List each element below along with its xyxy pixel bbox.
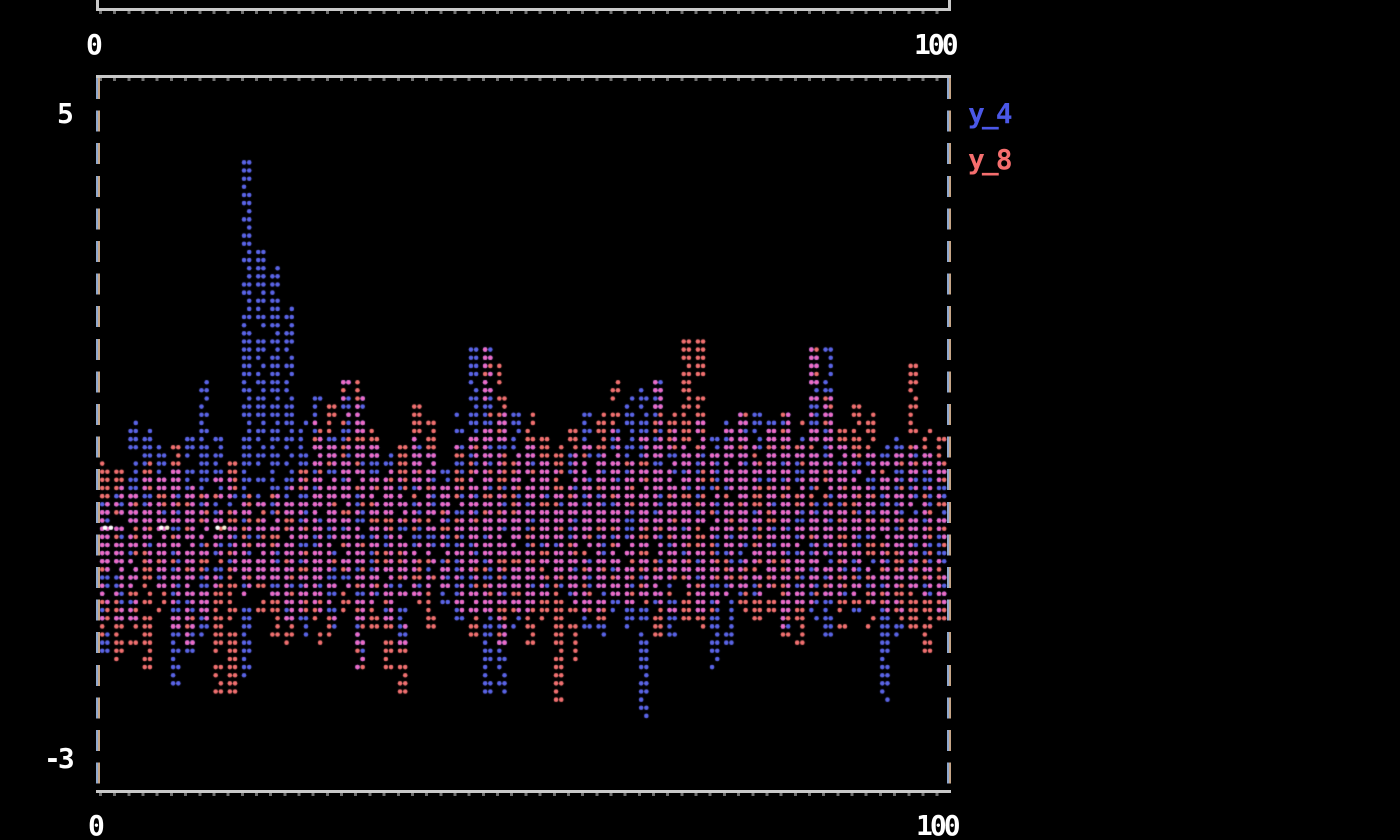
main-plot-box: 5 -3 0 100 y_4 y_8 <box>44 75 1013 840</box>
prev-plot-bottom-border <box>96 8 951 11</box>
plot-right-border-dash2 <box>949 78 951 790</box>
plot-top-border <box>96 75 951 78</box>
legend: y_4 y_8 <box>968 97 1013 192</box>
plot-top-tick-marks <box>99 78 948 81</box>
plot-left-border-dash2 <box>98 78 100 790</box>
prev-plot-right-corner <box>948 0 951 8</box>
legend-entry-y4: y_4 <box>968 97 1013 130</box>
prev-plot-tick-marks <box>99 11 948 14</box>
plot-right-border-dash <box>947 78 949 790</box>
y-axis-tick-top: 5 <box>57 97 74 130</box>
legend-entry-y8: y_8 <box>968 143 1013 176</box>
x-axis-tick-left: 0 <box>88 809 105 840</box>
plot-bottom-border <box>96 790 951 793</box>
prev-plot-x-tick-100: 100 <box>914 28 959 61</box>
prev-plot-x-tick-0: 0 <box>86 28 103 61</box>
y-axis-tick-bottom: -3 <box>44 742 75 775</box>
plot-bottom-tick-marks <box>99 793 948 796</box>
plot-left-border-dash <box>96 78 98 790</box>
x-axis-tick-right: 100 <box>916 809 961 840</box>
prev-plot-left-corner <box>96 0 99 8</box>
